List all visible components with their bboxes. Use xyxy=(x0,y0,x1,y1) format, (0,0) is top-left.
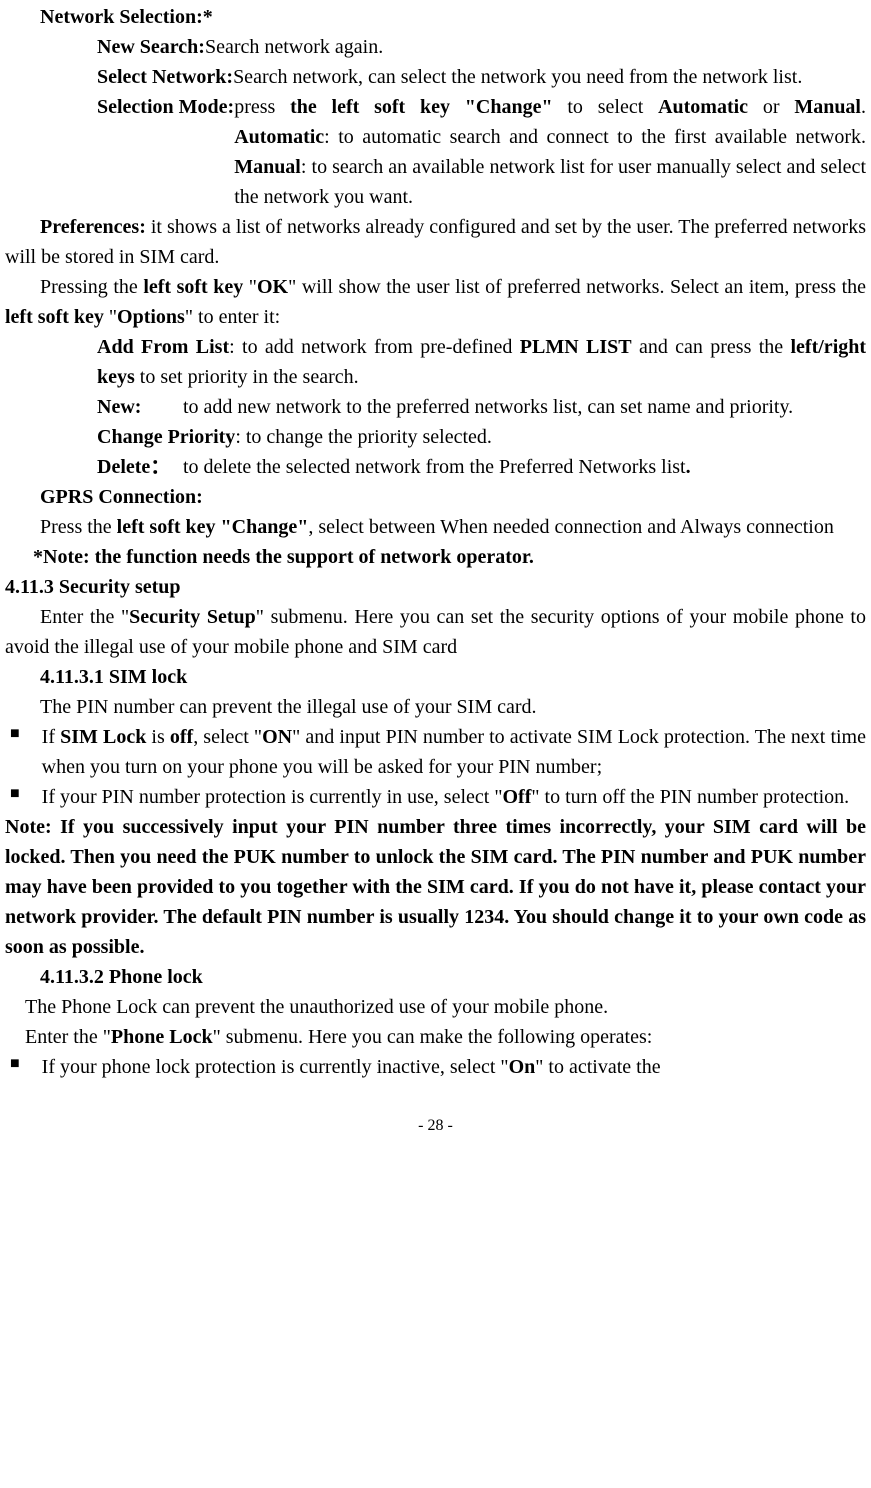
new-search-row: New Search: Search network again. xyxy=(5,32,866,62)
bullet-text: If your phone lock protection is current… xyxy=(42,1052,866,1082)
text-bold: the left soft key "Change" xyxy=(290,96,552,118)
text-bold: OK xyxy=(257,276,288,298)
sim-lock-bullet-1: ■ If SIM Lock is off, select "ON" and in… xyxy=(5,722,866,782)
text-bold: Automatic xyxy=(234,126,324,148)
preferences-pressing: Pressing the left soft key "OK" will sho… xyxy=(5,272,866,332)
delete-desc: to delete the selected network from the … xyxy=(183,452,866,482)
new-row: New: to add new network to the preferred… xyxy=(5,392,866,422)
text: Pressing the xyxy=(40,276,143,298)
text: press xyxy=(234,96,290,118)
sim-lock-heading: 4.11.3.1 SIM lock xyxy=(5,662,866,692)
text: , select between When needed connection … xyxy=(308,516,834,538)
bullet-icon: ■ xyxy=(5,1052,42,1076)
text: , select " xyxy=(193,726,262,748)
text: " xyxy=(104,306,117,328)
text-bold: Manual xyxy=(234,156,301,178)
text-bold: SIM Lock xyxy=(60,726,146,748)
text: or xyxy=(748,96,794,118)
text: . xyxy=(861,96,866,118)
text: " xyxy=(243,276,257,298)
gprs-desc: Press the left soft key "Change", select… xyxy=(5,512,866,542)
new-search-term: New Search: xyxy=(5,32,205,62)
phone-lock-enter: Enter the "Phone Lock" submenu. Here you… xyxy=(5,1022,866,1052)
text-bold: left soft key xyxy=(5,306,104,328)
gprs-title: GPRS Connection: xyxy=(5,482,866,512)
network-selection-title: Network Selection:* xyxy=(5,2,866,32)
bullet-text: If SIM Lock is off, select "ON" and inpu… xyxy=(42,722,866,782)
bullet-icon: ■ xyxy=(5,782,42,806)
new-search-desc: Search network again. xyxy=(205,32,866,62)
text: is xyxy=(146,726,170,748)
change-priority-row: Change Priority: to change the priority … xyxy=(5,422,866,452)
text: : to automatic search and connect to the… xyxy=(324,126,866,148)
selection-mode-term: Selection Mode: xyxy=(5,92,234,122)
text: " to activate the xyxy=(535,1056,660,1078)
phone-lock-heading: 4.11.3.2 Phone lock xyxy=(5,962,866,992)
text: Enter the " xyxy=(40,606,129,628)
note-operator: *Note: the function needs the support of… xyxy=(5,542,866,572)
select-network-desc: Search network, can select the network y… xyxy=(233,62,866,92)
sim-lock-note: Note: If you successively input your PIN… xyxy=(5,812,866,962)
add-from-list-row: Add From List: to add network from pre-d… xyxy=(5,332,866,392)
text-bold: left soft key "Change" xyxy=(117,516,309,538)
change-priority-term: Change Priority xyxy=(97,426,235,448)
sim-lock-bullet-2: ■ If your PIN number protection is curre… xyxy=(5,782,866,812)
text-bold: ON xyxy=(262,726,292,748)
delete-term: Delete： xyxy=(5,452,183,482)
text: : to add network from pre-defined xyxy=(229,336,520,358)
text: " submenu. Here you can make the followi… xyxy=(213,1026,653,1048)
text: to select xyxy=(553,96,658,118)
text: If your phone lock protection is current… xyxy=(42,1056,509,1078)
bullet-icon: ■ xyxy=(5,722,42,746)
text: If xyxy=(42,726,60,748)
sim-lock-intro: The PIN number can prevent the illegal u… xyxy=(5,692,866,722)
bullet-text: If your PIN number protection is current… xyxy=(42,782,866,812)
text-bold: off xyxy=(170,726,193,748)
text-bold: On xyxy=(509,1056,536,1078)
text-bold: Automatic xyxy=(658,96,748,118)
security-intro: Enter the "Security Setup" submenu. Here… xyxy=(5,602,866,662)
text-bold: Off xyxy=(503,786,532,808)
preferences-label: Preferences: xyxy=(40,216,146,238)
select-network-term: Select Network: xyxy=(5,62,233,92)
text: " to enter it: xyxy=(185,306,280,328)
preferences-paragraph: Preferences: it shows a list of networks… xyxy=(5,212,866,272)
phone-lock-bullet-1: ■ If your phone lock protection is curre… xyxy=(5,1052,866,1082)
page-number: - 28 - xyxy=(5,1114,866,1138)
text-bold: . xyxy=(686,456,691,478)
select-network-row: Select Network: Search network, can sele… xyxy=(5,62,866,92)
text: : to search an available network list fo… xyxy=(234,156,866,208)
delete-row: Delete： to delete the selected network f… xyxy=(5,452,866,482)
change-priority-desc: : to change the priority selected. xyxy=(235,426,492,448)
text: and can press the xyxy=(632,336,791,358)
text-bold: Options xyxy=(117,306,185,328)
text-bold: Manual xyxy=(794,96,861,118)
text: If your PIN number protection is current… xyxy=(42,786,503,808)
security-heading: 4.11.3 Security setup xyxy=(5,572,866,602)
text-bold: left soft key xyxy=(143,276,243,298)
text-bold: Phone Lock xyxy=(111,1026,213,1048)
text-bold: PLMN LIST xyxy=(520,336,632,358)
text: " to turn off the PIN number protection. xyxy=(531,786,849,808)
new-desc: to add new network to the preferred netw… xyxy=(183,392,866,422)
text: " will show the user list of preferred n… xyxy=(288,276,866,298)
text-bold: Security Setup xyxy=(129,606,256,628)
text: Enter the " xyxy=(25,1026,111,1048)
text: Press the xyxy=(40,516,117,538)
new-term: New: xyxy=(5,392,183,422)
selection-mode-desc: press the left soft key "Change" to sele… xyxy=(234,92,866,212)
document-page: Network Selection:* New Search: Search n… xyxy=(5,0,866,1138)
phone-lock-intro: The Phone Lock can prevent the unauthori… xyxy=(5,992,866,1022)
text: to set priority in the search. xyxy=(135,366,359,388)
selection-mode-row: Selection Mode: press the left soft key … xyxy=(5,92,866,212)
text: to delete the selected network from the … xyxy=(183,456,686,478)
add-from-list-term: Add From List xyxy=(97,336,229,358)
